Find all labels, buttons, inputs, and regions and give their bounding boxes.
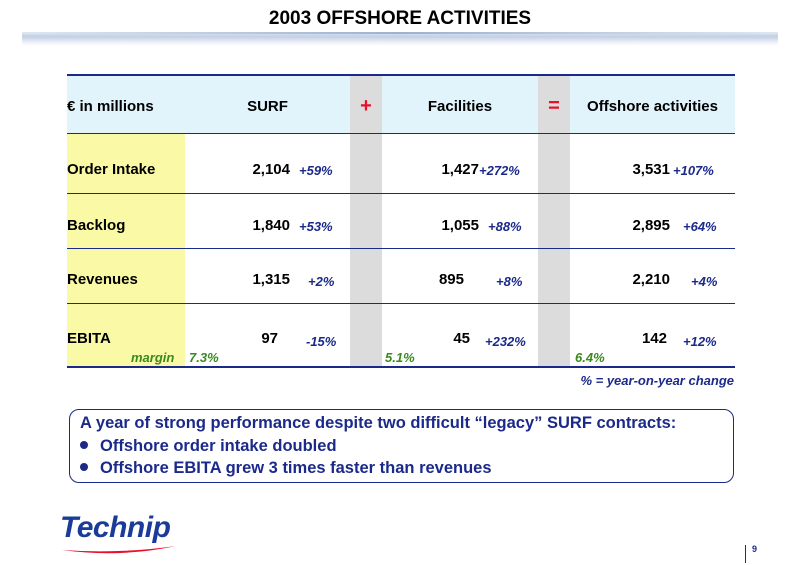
margin-facilities: 5.1% (385, 350, 415, 365)
offshore-change: +107% (673, 163, 714, 178)
facilities-value: 1,055 (441, 217, 479, 234)
margin-label: margin (131, 350, 175, 365)
surf-change: +53% (299, 219, 333, 234)
surf-value: 2,104 (252, 161, 290, 178)
summary-box (69, 409, 734, 483)
unit-label: € in millions (67, 98, 154, 115)
row-label: EBITA (67, 330, 111, 347)
facilities-value: 1,427 (441, 161, 479, 178)
offshore-value: 2,210 (632, 271, 670, 288)
offshore-value: 2,895 (632, 217, 670, 234)
summary-bullet-text: Offshore EBITA grew 3 times faster than … (100, 459, 492, 477)
title-underline-band (22, 32, 778, 46)
summary-title: A year of strong performance despite two… (80, 414, 677, 432)
table-top-rule (67, 74, 735, 76)
offshore-change: +64% (683, 219, 717, 234)
facilities-change: +8% (496, 274, 523, 289)
facilities-change: +232% (485, 334, 526, 349)
equals-column-header-bg (538, 76, 570, 133)
offshore-value: 3,531 (632, 161, 670, 178)
plus-operator: + (360, 95, 372, 117)
facilities-change: +272% (479, 163, 520, 178)
column-header-surf: SURF (247, 98, 288, 115)
page-number-divider (745, 545, 746, 563)
plus-column (350, 133, 382, 366)
offshore-value: 142 (641, 330, 667, 347)
bullet-dot-icon (80, 440, 88, 449)
table-row-rule (67, 193, 735, 194)
row-label: Backlog (67, 217, 126, 234)
column-header-offshore: Offshore activities (587, 98, 718, 115)
facilities-value: 895 (438, 271, 464, 288)
page-number: 9 (752, 544, 758, 554)
offshore-change: +12% (683, 334, 717, 349)
table-row-rule (67, 248, 735, 249)
surf-value: 1,315 (252, 271, 290, 288)
technip-logo: Technip (60, 511, 171, 544)
row-label: Revenues (67, 271, 138, 288)
bullet-dot-icon (80, 462, 88, 471)
margin-surf: 7.3% (189, 350, 219, 365)
offshore-change: +4% (691, 274, 718, 289)
table-header-rule (67, 133, 735, 134)
table-row-rule (67, 303, 735, 304)
summary-bullet-text: Offshore order intake doubled (100, 437, 337, 455)
footnote: % = year-on-year change (580, 373, 734, 388)
surf-change: -15% (306, 334, 337, 349)
surf-value: 97 (261, 330, 278, 347)
plus-column-header-bg (350, 76, 382, 133)
surf-change: +59% (299, 163, 333, 178)
equals-column (538, 133, 570, 366)
row-label: Order Intake (67, 161, 156, 178)
surf-change: +2% (308, 274, 335, 289)
summary-bullet: Offshore order intake doubled (80, 437, 337, 456)
margin-offshore: 6.4% (575, 350, 605, 365)
title-underline (22, 32, 778, 34)
column-header-facilities: Facilities (427, 98, 493, 115)
equals-operator: = (548, 95, 560, 117)
table-header-band (67, 76, 735, 133)
logo-swoosh-icon (62, 546, 176, 554)
table-bottom-rule (67, 366, 735, 368)
page-title: 2003 OFFSHORE ACTIVITIES (268, 8, 532, 29)
summary-bullet: Offshore EBITA grew 3 times faster than … (80, 459, 492, 478)
surf-value: 1,840 (252, 217, 290, 234)
facilities-value: 45 (453, 330, 470, 347)
facilities-change: +88% (488, 219, 522, 234)
row-label-column (67, 133, 185, 366)
